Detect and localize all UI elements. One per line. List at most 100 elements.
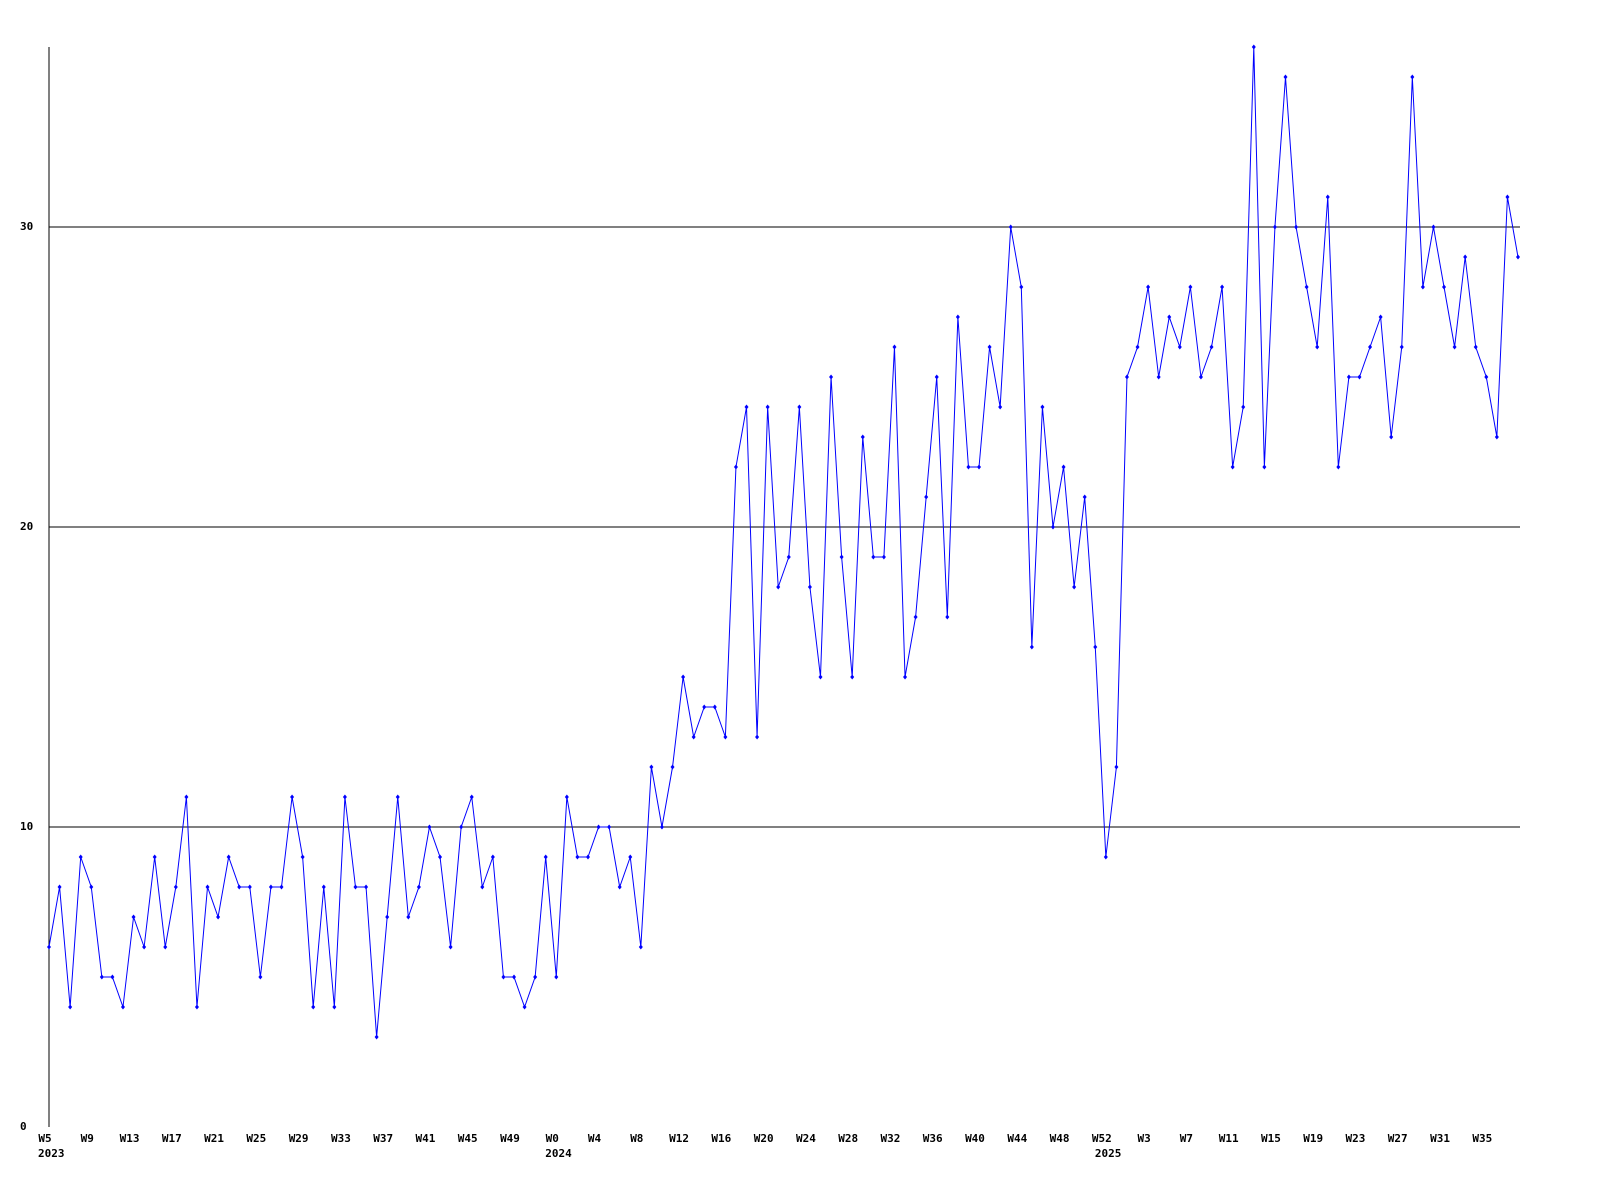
point — [628, 854, 633, 860]
point — [1198, 374, 1203, 380]
point — [205, 884, 210, 890]
point — [1156, 374, 1161, 380]
x-tick-label: W17 — [162, 1132, 182, 1145]
point — [142, 944, 147, 950]
point — [585, 854, 590, 860]
point — [1188, 284, 1193, 290]
point — [924, 494, 929, 500]
point — [57, 884, 62, 890]
point — [480, 884, 485, 890]
point — [332, 1004, 337, 1010]
point — [1346, 374, 1351, 380]
point — [1484, 374, 1489, 380]
line — [48, 46, 1519, 1038]
point — [99, 974, 104, 980]
x-tick-label: W11 — [1219, 1132, 1239, 1145]
point — [903, 674, 908, 680]
point — [596, 824, 601, 830]
point — [216, 914, 221, 920]
point — [1072, 584, 1077, 590]
x-year-label: 2023 — [38, 1147, 65, 1160]
point — [1103, 854, 1108, 860]
point — [1473, 344, 1478, 350]
point — [871, 554, 876, 560]
point — [184, 794, 189, 800]
point — [1315, 344, 1320, 350]
point — [1040, 404, 1045, 410]
point — [194, 1004, 199, 1010]
point — [1272, 224, 1277, 230]
point — [364, 884, 369, 890]
point — [247, 884, 252, 890]
point — [797, 404, 802, 410]
x-tick-label: W3 — [1137, 1132, 1150, 1145]
point — [860, 434, 865, 440]
point — [1093, 644, 1098, 650]
point — [290, 794, 295, 800]
point — [522, 1004, 527, 1010]
x-tick-label: W29 — [289, 1132, 309, 1145]
point — [607, 824, 612, 830]
point — [459, 824, 464, 830]
x-tick-label: W25 — [246, 1132, 266, 1145]
point — [1368, 344, 1373, 350]
point — [776, 584, 781, 590]
point — [120, 1004, 125, 1010]
point — [501, 974, 506, 980]
point — [575, 854, 580, 860]
y-tick-label: 30 — [20, 220, 33, 233]
point — [1389, 434, 1394, 440]
point — [78, 854, 83, 860]
x-tick-label: W35 — [1472, 1132, 1492, 1145]
x-tick-label: W9 — [81, 1132, 94, 1145]
point — [638, 944, 643, 950]
x-tick-label: W45 — [458, 1132, 478, 1145]
point — [300, 854, 305, 860]
point — [1336, 464, 1341, 470]
point — [977, 464, 982, 470]
x-tick-label: W20 — [754, 1132, 774, 1145]
point — [512, 974, 517, 980]
point — [966, 464, 971, 470]
x-tick-label: W19 — [1303, 1132, 1323, 1145]
x-tick-label: W44 — [1007, 1132, 1027, 1145]
point — [881, 554, 886, 560]
point — [1230, 464, 1235, 470]
point — [1505, 194, 1510, 200]
point — [1019, 284, 1024, 290]
x-year-label: 2024 — [545, 1147, 572, 1160]
point — [1262, 464, 1267, 470]
point — [839, 554, 844, 560]
x-year-label: 2025 — [1095, 1147, 1122, 1160]
point — [1431, 224, 1436, 230]
point — [998, 404, 1003, 410]
point — [173, 884, 178, 890]
point — [1294, 224, 1299, 230]
point — [1251, 44, 1256, 50]
point — [892, 344, 897, 350]
point — [1146, 284, 1151, 290]
point — [987, 344, 992, 350]
point — [1050, 524, 1055, 530]
point — [490, 854, 495, 860]
point — [268, 884, 273, 890]
x-tick-label: W37 — [373, 1132, 393, 1145]
point — [1357, 374, 1362, 380]
x-tick-label: W4 — [588, 1132, 602, 1145]
point — [723, 734, 728, 740]
point — [1410, 74, 1415, 80]
point — [765, 404, 770, 410]
point — [406, 914, 411, 920]
x-tick-label: W48 — [1050, 1132, 1070, 1145]
point — [1209, 344, 1214, 350]
point — [1452, 344, 1457, 350]
point — [427, 824, 432, 830]
x-tick-label: W23 — [1346, 1132, 1366, 1145]
point — [850, 674, 855, 680]
point — [1378, 314, 1383, 320]
point — [543, 854, 548, 860]
point — [1420, 284, 1425, 290]
point — [659, 824, 664, 830]
x-tick-label: W36 — [923, 1132, 943, 1145]
point — [712, 704, 717, 710]
